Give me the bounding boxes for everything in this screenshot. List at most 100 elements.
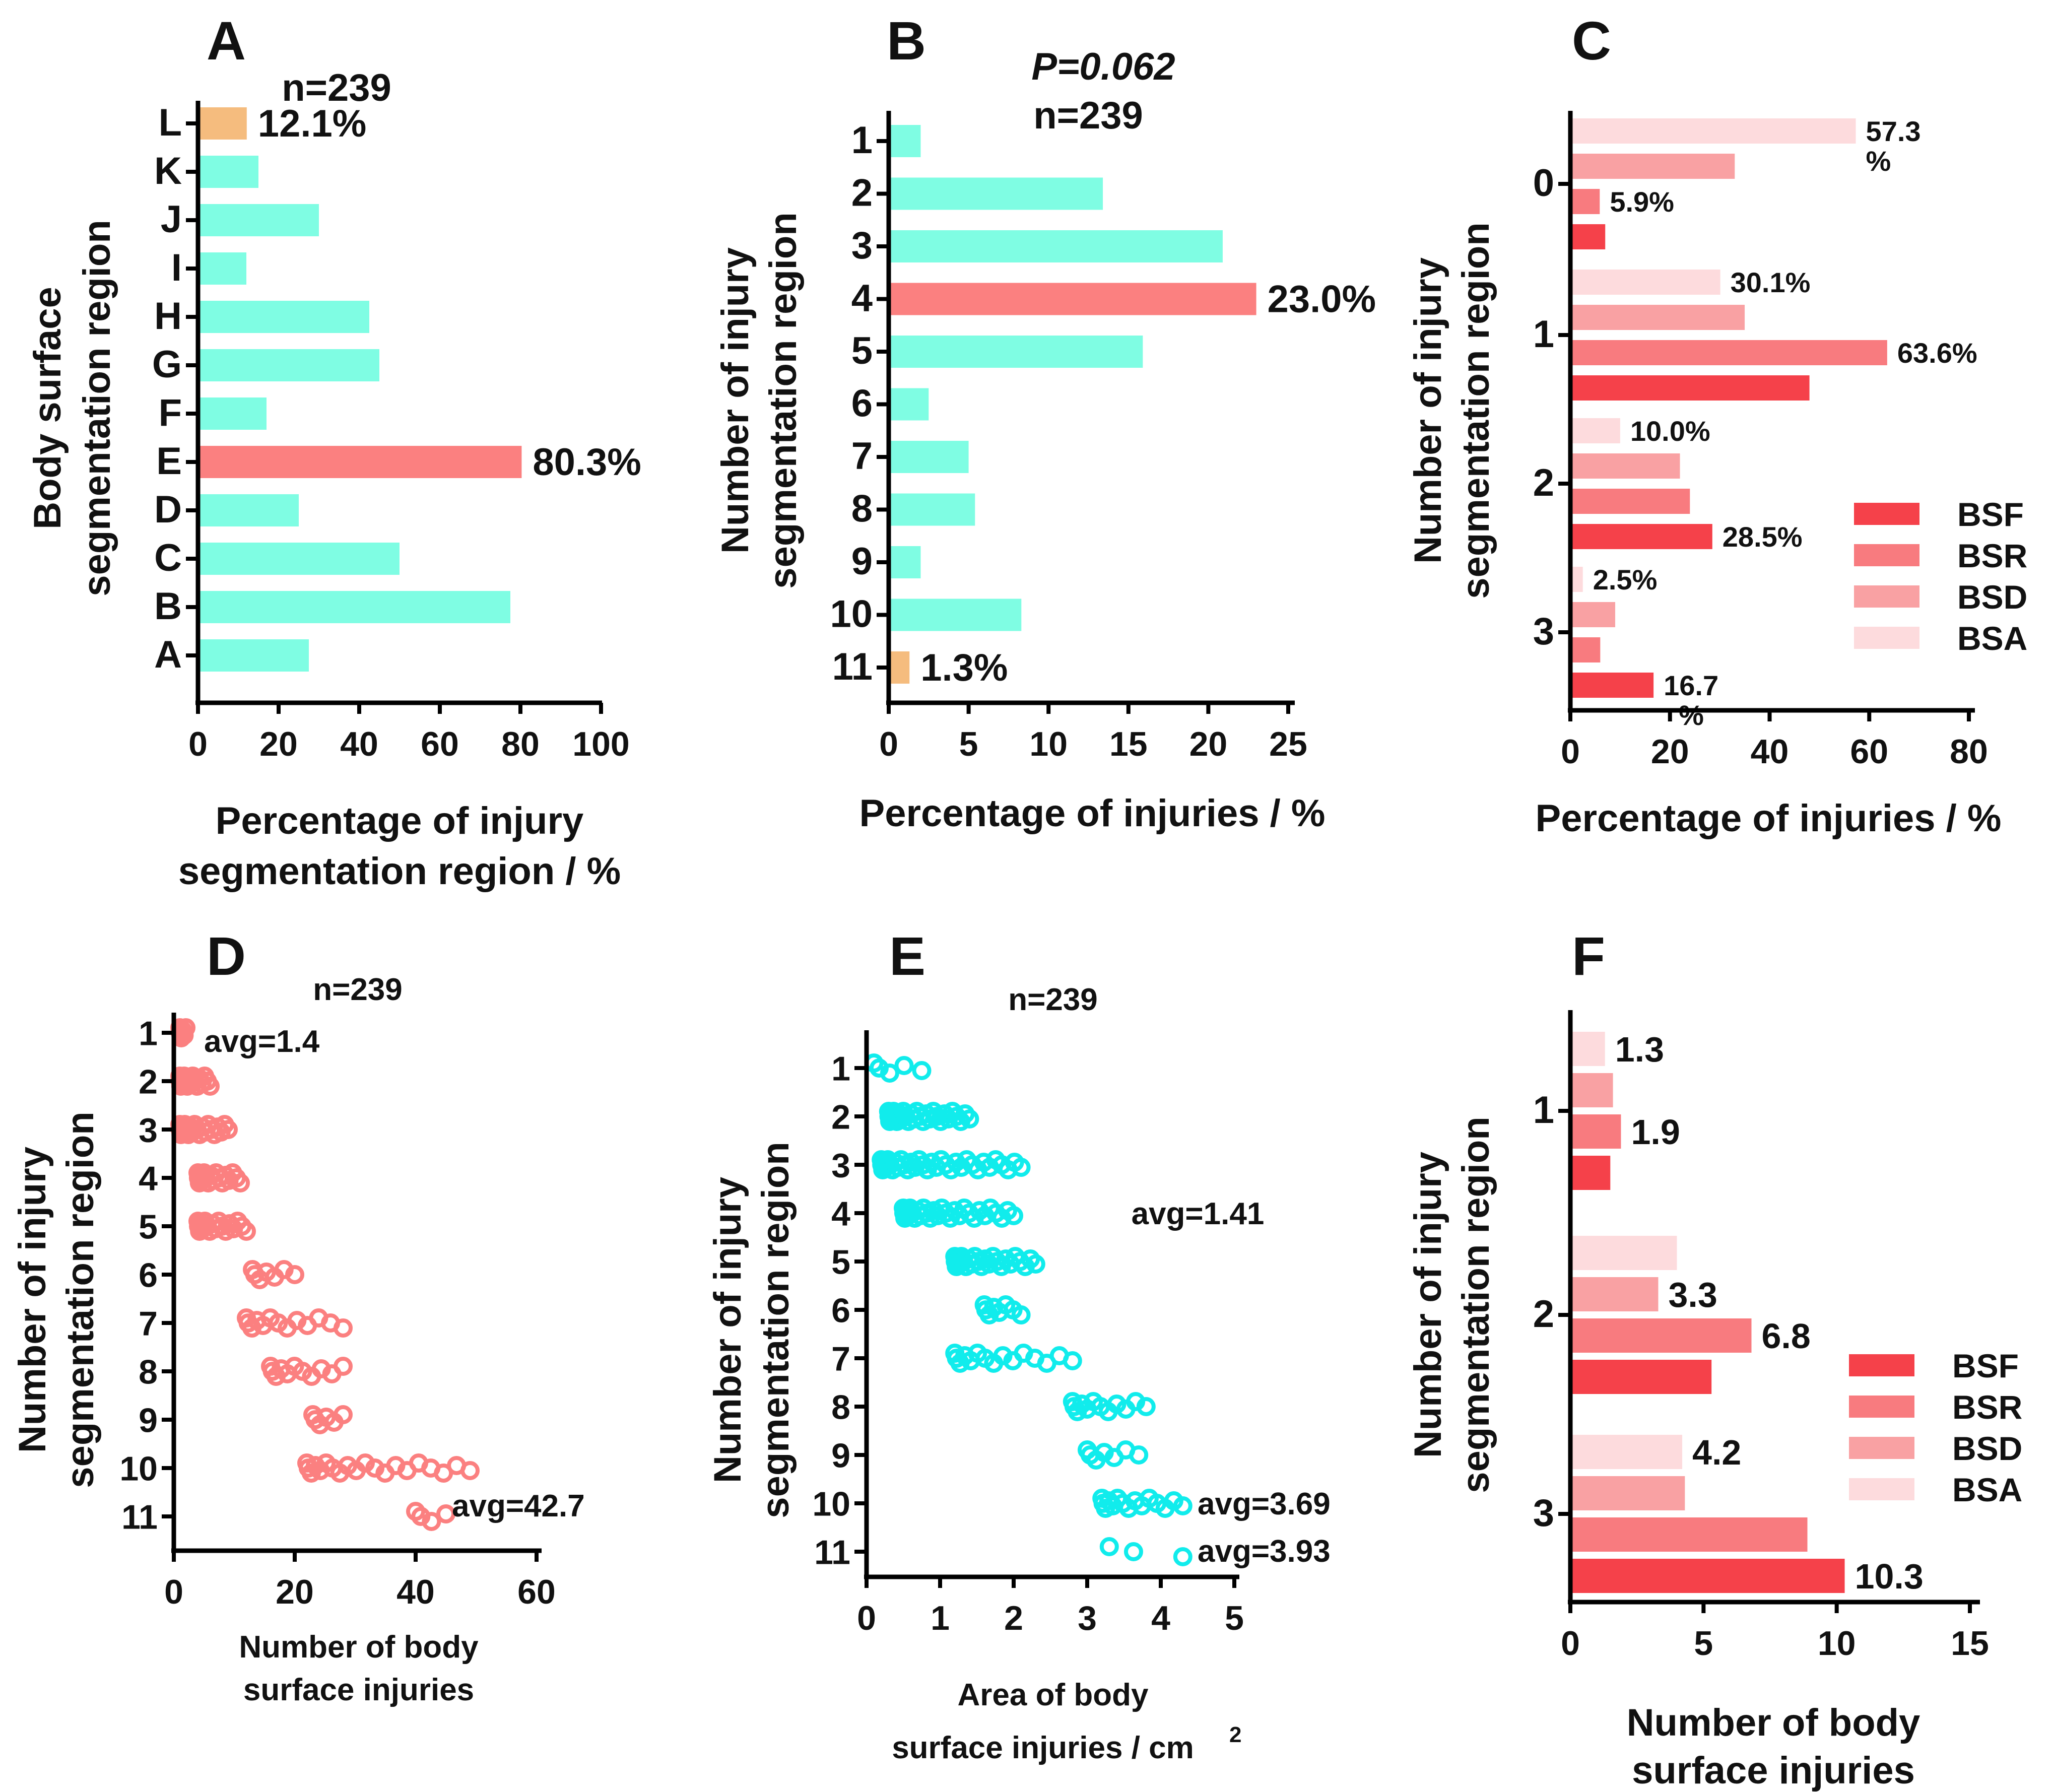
panel-a-y-tick-label: H (154, 295, 182, 338)
panel-e-point (960, 1109, 979, 1129)
panel-f-bar-bsa (1570, 1435, 1683, 1469)
panel-e-y-tick-label: 9 (831, 1436, 850, 1475)
panel-d-y-tick-label: 5 (139, 1208, 158, 1246)
panel-f-bar-bsf (1570, 1360, 1712, 1394)
panel-a-y-tick-label: G (152, 343, 182, 386)
panel-c-bar-label: 30.1% (1731, 267, 1811, 298)
panel-d: D n=239 avg=1.4 avg=42.7 1 2 3 4 5 6 7 8 9 10 110 20 4… (11, 925, 585, 1707)
panel-b-bar (889, 230, 1223, 262)
panel-a-ylabel-1: Body surface (26, 287, 69, 529)
panel-b-bar (889, 336, 1143, 368)
panel-d-point (436, 1504, 455, 1523)
panel-a-y-tick-label: I (171, 246, 182, 289)
panel-c-x-tick-label: 0 (1561, 733, 1580, 771)
panel-c-bar-bsf (1570, 224, 1606, 249)
panel-d-point (237, 1222, 256, 1241)
panel-b-y-tick-label: 11 (832, 645, 873, 688)
panel-f-bar-bsr (1570, 1318, 1752, 1353)
panel-a-bar-label: 12.1% (258, 102, 367, 145)
panel-a-bar (198, 446, 522, 478)
panel-b-bar (889, 651, 910, 684)
panel-b-y-tick-label: 9 (851, 540, 873, 583)
panel-a-x-tick-label: 40 (340, 725, 378, 763)
panel-e-y-tick-label: 11 (814, 1533, 850, 1571)
panel-c-y-tick-label: 3 (1533, 610, 1554, 653)
panel-a-bar (198, 591, 510, 623)
panel-d-avg-label: avg=42.7 (452, 1489, 585, 1523)
panel-a-bar (198, 252, 246, 285)
panel-c-x-tick-label: 60 (1850, 733, 1888, 771)
panel-e-point (1011, 1305, 1031, 1324)
panel-b-ylabel-1: Number of injury (714, 247, 757, 554)
panel-d-point (422, 1512, 441, 1531)
panel-f-bar-bsf (1570, 1156, 1611, 1190)
panel-c-bar-label: 2.5% (1593, 564, 1658, 595)
panel-f-legend-swatch-bsf (1849, 1354, 1914, 1376)
panel-c-bar-label: 5.9% (1610, 186, 1674, 218)
panel-a-n: n=239 (282, 67, 391, 109)
panel-c-bar-bsd (1570, 453, 1680, 479)
panel-e-avg-label: avg=3.69 (1198, 1487, 1331, 1521)
panel-b-y-tick-label: 3 (851, 224, 873, 267)
panel-c-bar-bsr (1570, 637, 1601, 662)
panel-f-bar-label: 6.8 (1761, 1316, 1810, 1356)
panel-c-bar-bsf (1570, 375, 1810, 401)
panel-e-xlabel-1: Area of body (958, 1678, 1149, 1712)
panel-a-bar (198, 639, 309, 672)
panel-b-y-tick-label: 5 (851, 329, 873, 372)
panel-b-y-tick-label: 1 (851, 119, 873, 162)
panel-c-bar-bsd (1570, 154, 1735, 179)
panel-f-legend-label: BSD (1952, 1430, 2022, 1467)
panel-b-ylabel-2: segmentation region (762, 212, 805, 588)
panel-d-x-tick-label: 0 (164, 1573, 183, 1611)
panel-c-bar-label: 28.5% (1723, 521, 1803, 553)
panel-c-legend-label: BSR (1957, 537, 2027, 574)
panel-a-bar (198, 543, 400, 575)
panel-b-bar (889, 493, 975, 526)
panel-c-bar-label-cont: % (1866, 145, 1891, 177)
panel-f-bar-bsf (1570, 1559, 1845, 1593)
panel-b-xlabel: Percentage of injuries / % (859, 792, 1326, 835)
panel-f-legend-swatch-bsa (1849, 1478, 1914, 1500)
panel-d-n: n=239 (313, 972, 403, 1007)
panel-e-xlabel-2: surface injuries / cm (892, 1731, 1194, 1765)
panel-a-bar (198, 397, 267, 430)
panel-f-x-tick-label: 10 (1818, 1624, 1856, 1663)
panel-e-x-tick-label: 1 (931, 1599, 950, 1637)
panel-f: F 1.3 1.9 3.3 6.8 4.2 10.3 1 2 3 0 5 10 15 BSF BSR BSD B… (1407, 925, 2022, 1792)
panel-c-y-tick-label: 2 (1533, 461, 1554, 504)
panel-e-avg-label: avg=3.93 (1198, 1534, 1331, 1569)
panel-b-bar-label: 23.0% (1268, 278, 1376, 321)
panel-e-point (1026, 1254, 1045, 1274)
panel-b-bar (889, 388, 929, 421)
panel-d-y-tick-label: 1 (139, 1014, 158, 1052)
panel-c-bar-label: 57.3 (1866, 115, 1921, 147)
panel-c-legend-label: BSD (1957, 578, 2027, 616)
panel-a-y-tick-label: J (161, 198, 182, 241)
panel-c-bar-bsf (1570, 673, 1654, 698)
panel-b-x-tick-label: 10 (1029, 725, 1068, 763)
panel-c-bar-bsd (1570, 305, 1745, 330)
panel-e-n: n=239 (1008, 982, 1098, 1017)
panel-a-y-tick-label: C (154, 537, 182, 579)
panel-a-letter: A (207, 10, 246, 71)
panel-d-point (460, 1461, 480, 1480)
panel-a-bar (198, 204, 319, 236)
panel-a-bar-label: 80.3% (533, 441, 641, 484)
panel-b-x-tick-label: 20 (1189, 725, 1228, 763)
panel-d-avg-label: avg=1.4 (204, 1024, 320, 1059)
panel-a-y-tick-label: L (159, 101, 182, 144)
panel-c-y-tick-label: 1 (1533, 313, 1554, 356)
panel-e-y-tick-label: 4 (831, 1194, 850, 1233)
panel-d-y-tick-label: 10 (119, 1449, 158, 1488)
panel-d-point (334, 1318, 353, 1338)
panel-f-xlabel-1: Number of body (1627, 1701, 1920, 1744)
panel-e-x-tick-label: 4 (1151, 1599, 1170, 1637)
panel-b: B P=0.062 n=239 23.0% 1.3% 1 2 3 4 5 6 7 8 9 10 110 5… (714, 10, 1376, 835)
panel-c-legend-swatch-bsf (1854, 503, 1919, 525)
panel-b-n: n=239 (1033, 94, 1143, 137)
panel-f-x-tick-label: 0 (1561, 1624, 1580, 1663)
panel-c-legend-swatch-bsr (1854, 544, 1919, 566)
panel-e-point (912, 1061, 932, 1080)
